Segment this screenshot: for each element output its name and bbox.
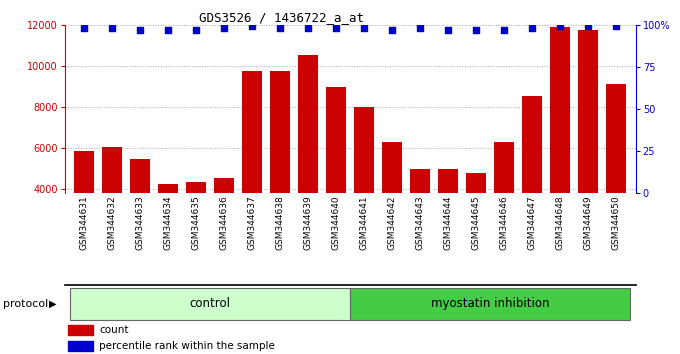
Bar: [68, 325, 93, 335]
Bar: [70, 287, 350, 320]
Bar: [411, 169, 430, 271]
Bar: [466, 173, 486, 271]
Text: GSM344648: GSM344648: [556, 196, 564, 250]
Point: [583, 24, 594, 29]
Bar: [158, 184, 178, 271]
Text: GSM344650: GSM344650: [612, 196, 621, 250]
Text: GSM344637: GSM344637: [248, 196, 257, 250]
Bar: [607, 84, 626, 271]
Point: [330, 25, 341, 31]
Bar: [242, 71, 262, 271]
Bar: [131, 159, 150, 271]
Bar: [186, 182, 206, 271]
Point: [163, 27, 173, 33]
Text: GSM344638: GSM344638: [275, 196, 285, 250]
Point: [415, 25, 426, 31]
Bar: [522, 96, 542, 271]
Bar: [579, 30, 598, 271]
Text: GSM344631: GSM344631: [80, 196, 88, 250]
Text: GSM344645: GSM344645: [472, 196, 481, 250]
Point: [443, 27, 454, 33]
Text: GSM344639: GSM344639: [304, 196, 313, 250]
Text: GSM344646: GSM344646: [500, 196, 509, 250]
Bar: [350, 287, 630, 320]
Bar: [214, 178, 234, 271]
Point: [275, 25, 286, 31]
Text: GSM344635: GSM344635: [192, 196, 201, 250]
Text: GSM344647: GSM344647: [528, 196, 537, 250]
Point: [107, 25, 118, 31]
Text: GSM344640: GSM344640: [332, 196, 341, 250]
Bar: [354, 107, 374, 271]
Point: [303, 25, 313, 31]
Point: [387, 27, 398, 33]
Point: [471, 27, 481, 33]
Text: ▶: ▶: [48, 298, 56, 309]
Bar: [550, 27, 570, 271]
Point: [79, 25, 90, 31]
Text: GSM344632: GSM344632: [107, 196, 117, 250]
Bar: [103, 147, 122, 271]
Bar: [439, 169, 458, 271]
Bar: [494, 142, 514, 271]
Text: percentile rank within the sample: percentile rank within the sample: [99, 341, 275, 351]
Point: [219, 25, 230, 31]
Text: protocol: protocol: [3, 298, 49, 309]
Bar: [74, 151, 94, 271]
Bar: [271, 71, 290, 271]
Point: [359, 25, 370, 31]
Point: [555, 24, 566, 29]
Text: GSM344643: GSM344643: [415, 196, 425, 250]
Text: myostatin inhibition: myostatin inhibition: [431, 297, 549, 310]
Text: GSM344636: GSM344636: [220, 196, 228, 250]
Text: GSM344644: GSM344644: [444, 196, 453, 250]
Bar: [382, 142, 402, 271]
Point: [135, 27, 146, 33]
Bar: [326, 87, 346, 271]
Text: GSM344634: GSM344634: [164, 196, 173, 250]
Text: GSM344642: GSM344642: [388, 196, 396, 250]
Text: GSM344633: GSM344633: [136, 196, 145, 250]
Text: count: count: [99, 325, 129, 335]
Point: [191, 27, 202, 33]
Text: GDS3526 / 1436722_a_at: GDS3526 / 1436722_a_at: [199, 11, 364, 24]
Point: [611, 24, 622, 29]
Bar: [68, 341, 93, 351]
Text: GSM344649: GSM344649: [583, 196, 593, 250]
Bar: [299, 55, 318, 271]
Point: [247, 24, 258, 29]
Text: control: control: [190, 297, 231, 310]
Text: GSM344641: GSM344641: [360, 196, 369, 250]
Point: [527, 25, 538, 31]
Point: [498, 27, 509, 33]
